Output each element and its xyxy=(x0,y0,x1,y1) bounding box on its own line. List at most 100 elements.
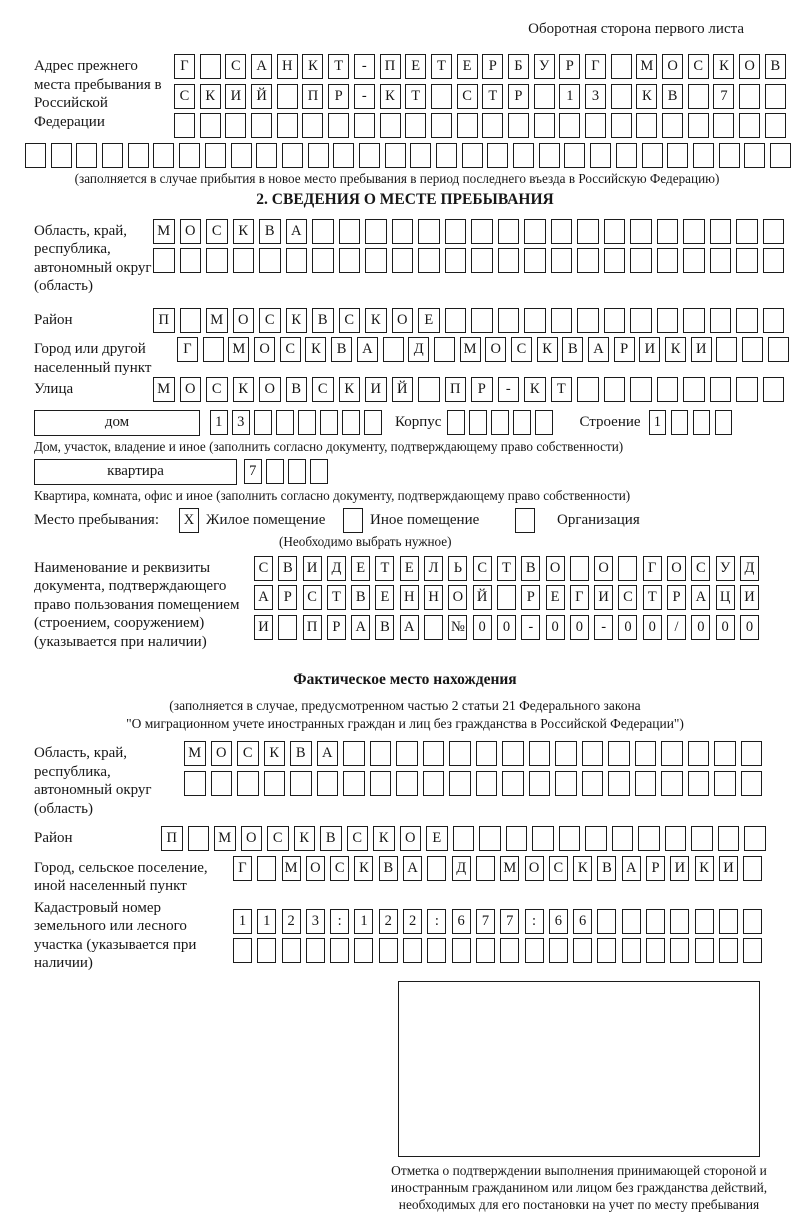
char-box[interactable]: Р xyxy=(667,585,687,610)
char-box[interactable] xyxy=(330,938,350,963)
char-box[interactable]: Т xyxy=(550,377,572,402)
char-box[interactable]: 7 xyxy=(475,908,495,934)
char-box[interactable] xyxy=(281,142,303,168)
char-box[interactable] xyxy=(692,409,711,435)
char-grid-row[interactable] xyxy=(233,938,768,963)
char-box[interactable] xyxy=(630,218,652,244)
char-box[interactable]: К xyxy=(293,826,315,851)
char-box[interactable]: К xyxy=(379,83,401,109)
char-box[interactable] xyxy=(597,908,617,934)
char-box[interactable]: Б xyxy=(507,54,529,79)
char-box[interactable]: Р xyxy=(613,337,635,362)
char-box[interactable] xyxy=(479,826,501,851)
char-box[interactable] xyxy=(709,248,731,273)
char-box[interactable] xyxy=(199,54,221,79)
char-box[interactable] xyxy=(533,113,555,138)
char-box[interactable]: И xyxy=(639,337,661,362)
char-box[interactable] xyxy=(418,377,440,402)
char-box[interactable] xyxy=(764,113,786,138)
char-box[interactable]: В xyxy=(290,741,312,766)
char-box[interactable] xyxy=(206,248,228,273)
char-box[interactable] xyxy=(656,377,678,402)
char-box[interactable]: С xyxy=(237,741,259,766)
char-box[interactable]: 0 xyxy=(715,614,735,640)
char-box[interactable]: К xyxy=(636,83,658,109)
char-box[interactable] xyxy=(482,113,504,138)
char-box[interactable] xyxy=(354,938,374,963)
char-box[interactable] xyxy=(316,770,338,796)
char-box[interactable]: К xyxy=(232,218,254,244)
char-box[interactable]: 2 xyxy=(403,908,423,934)
char-box[interactable] xyxy=(307,142,329,168)
char-box[interactable]: О xyxy=(179,218,201,244)
char-box[interactable]: 1 xyxy=(354,908,374,934)
char-box[interactable]: А xyxy=(403,855,423,881)
stroenie-grid[interactable]: 1 xyxy=(648,409,737,435)
char-box[interactable] xyxy=(50,142,72,168)
char-box[interactable]: Е xyxy=(375,585,395,610)
char-box[interactable] xyxy=(378,938,398,963)
char-box[interactable] xyxy=(471,218,493,244)
char-box[interactable] xyxy=(452,826,474,851)
char-box[interactable] xyxy=(524,218,546,244)
char-box[interactable] xyxy=(263,770,285,796)
char-box[interactable] xyxy=(585,113,606,138)
char-box[interactable]: 6 xyxy=(573,908,593,934)
char-box[interactable]: 3 xyxy=(305,908,325,934)
char-box[interactable]: В xyxy=(351,585,371,610)
char-box[interactable] xyxy=(184,770,206,796)
char-box[interactable] xyxy=(646,938,666,963)
char-box[interactable] xyxy=(502,741,524,766)
char-box[interactable]: И xyxy=(690,337,712,362)
checkbox-organizaciya[interactable] xyxy=(515,507,535,533)
char-box[interactable] xyxy=(237,770,259,796)
char-box[interactable] xyxy=(683,248,705,273)
char-box[interactable] xyxy=(743,908,763,934)
char-box[interactable]: К xyxy=(263,741,285,766)
char-box[interactable] xyxy=(762,218,784,244)
char-box[interactable] xyxy=(369,770,391,796)
char-box[interactable]: К xyxy=(199,83,221,109)
char-box[interactable] xyxy=(656,307,678,333)
char-box[interactable]: В xyxy=(378,855,398,881)
char-box[interactable]: Т xyxy=(642,585,662,610)
char-box[interactable] xyxy=(312,248,334,273)
char-box[interactable]: И xyxy=(718,855,738,881)
char-box[interactable]: О xyxy=(448,585,468,610)
char-box[interactable] xyxy=(391,218,413,244)
char-box[interactable]: С xyxy=(510,337,532,362)
char-box[interactable] xyxy=(444,307,466,333)
char-box[interactable] xyxy=(718,142,740,168)
char-box[interactable]: О xyxy=(399,826,421,851)
korpus-grid[interactable] xyxy=(447,409,557,435)
char-box[interactable] xyxy=(687,113,709,138)
char-box[interactable] xyxy=(513,409,531,435)
char-box[interactable]: - xyxy=(353,54,375,79)
char-box[interactable]: Н xyxy=(399,585,419,610)
char-box[interactable]: У xyxy=(715,555,735,581)
char-box[interactable]: № xyxy=(448,614,468,640)
char-box[interactable] xyxy=(687,741,709,766)
char-box[interactable] xyxy=(740,741,762,766)
char-box[interactable] xyxy=(744,142,766,168)
char-box[interactable] xyxy=(739,83,761,109)
char-box[interactable]: К xyxy=(713,54,735,79)
char-box[interactable] xyxy=(298,409,316,435)
char-box[interactable] xyxy=(353,113,375,138)
char-box[interactable] xyxy=(528,770,550,796)
char-box[interactable] xyxy=(661,741,683,766)
char-box[interactable] xyxy=(251,113,273,138)
char-box[interactable] xyxy=(667,142,689,168)
char-box[interactable] xyxy=(661,770,683,796)
char-box[interactable]: Р xyxy=(521,585,541,610)
char-box[interactable] xyxy=(422,770,444,796)
char-box[interactable]: - xyxy=(594,614,614,640)
char-box[interactable] xyxy=(634,770,656,796)
char-box[interactable]: В xyxy=(375,614,395,640)
char-box[interactable] xyxy=(278,614,298,640)
char-box[interactable]: В xyxy=(662,83,684,109)
char-box[interactable] xyxy=(716,337,738,362)
char-box[interactable]: Е xyxy=(351,555,371,581)
char-box[interactable]: Д xyxy=(408,337,430,362)
